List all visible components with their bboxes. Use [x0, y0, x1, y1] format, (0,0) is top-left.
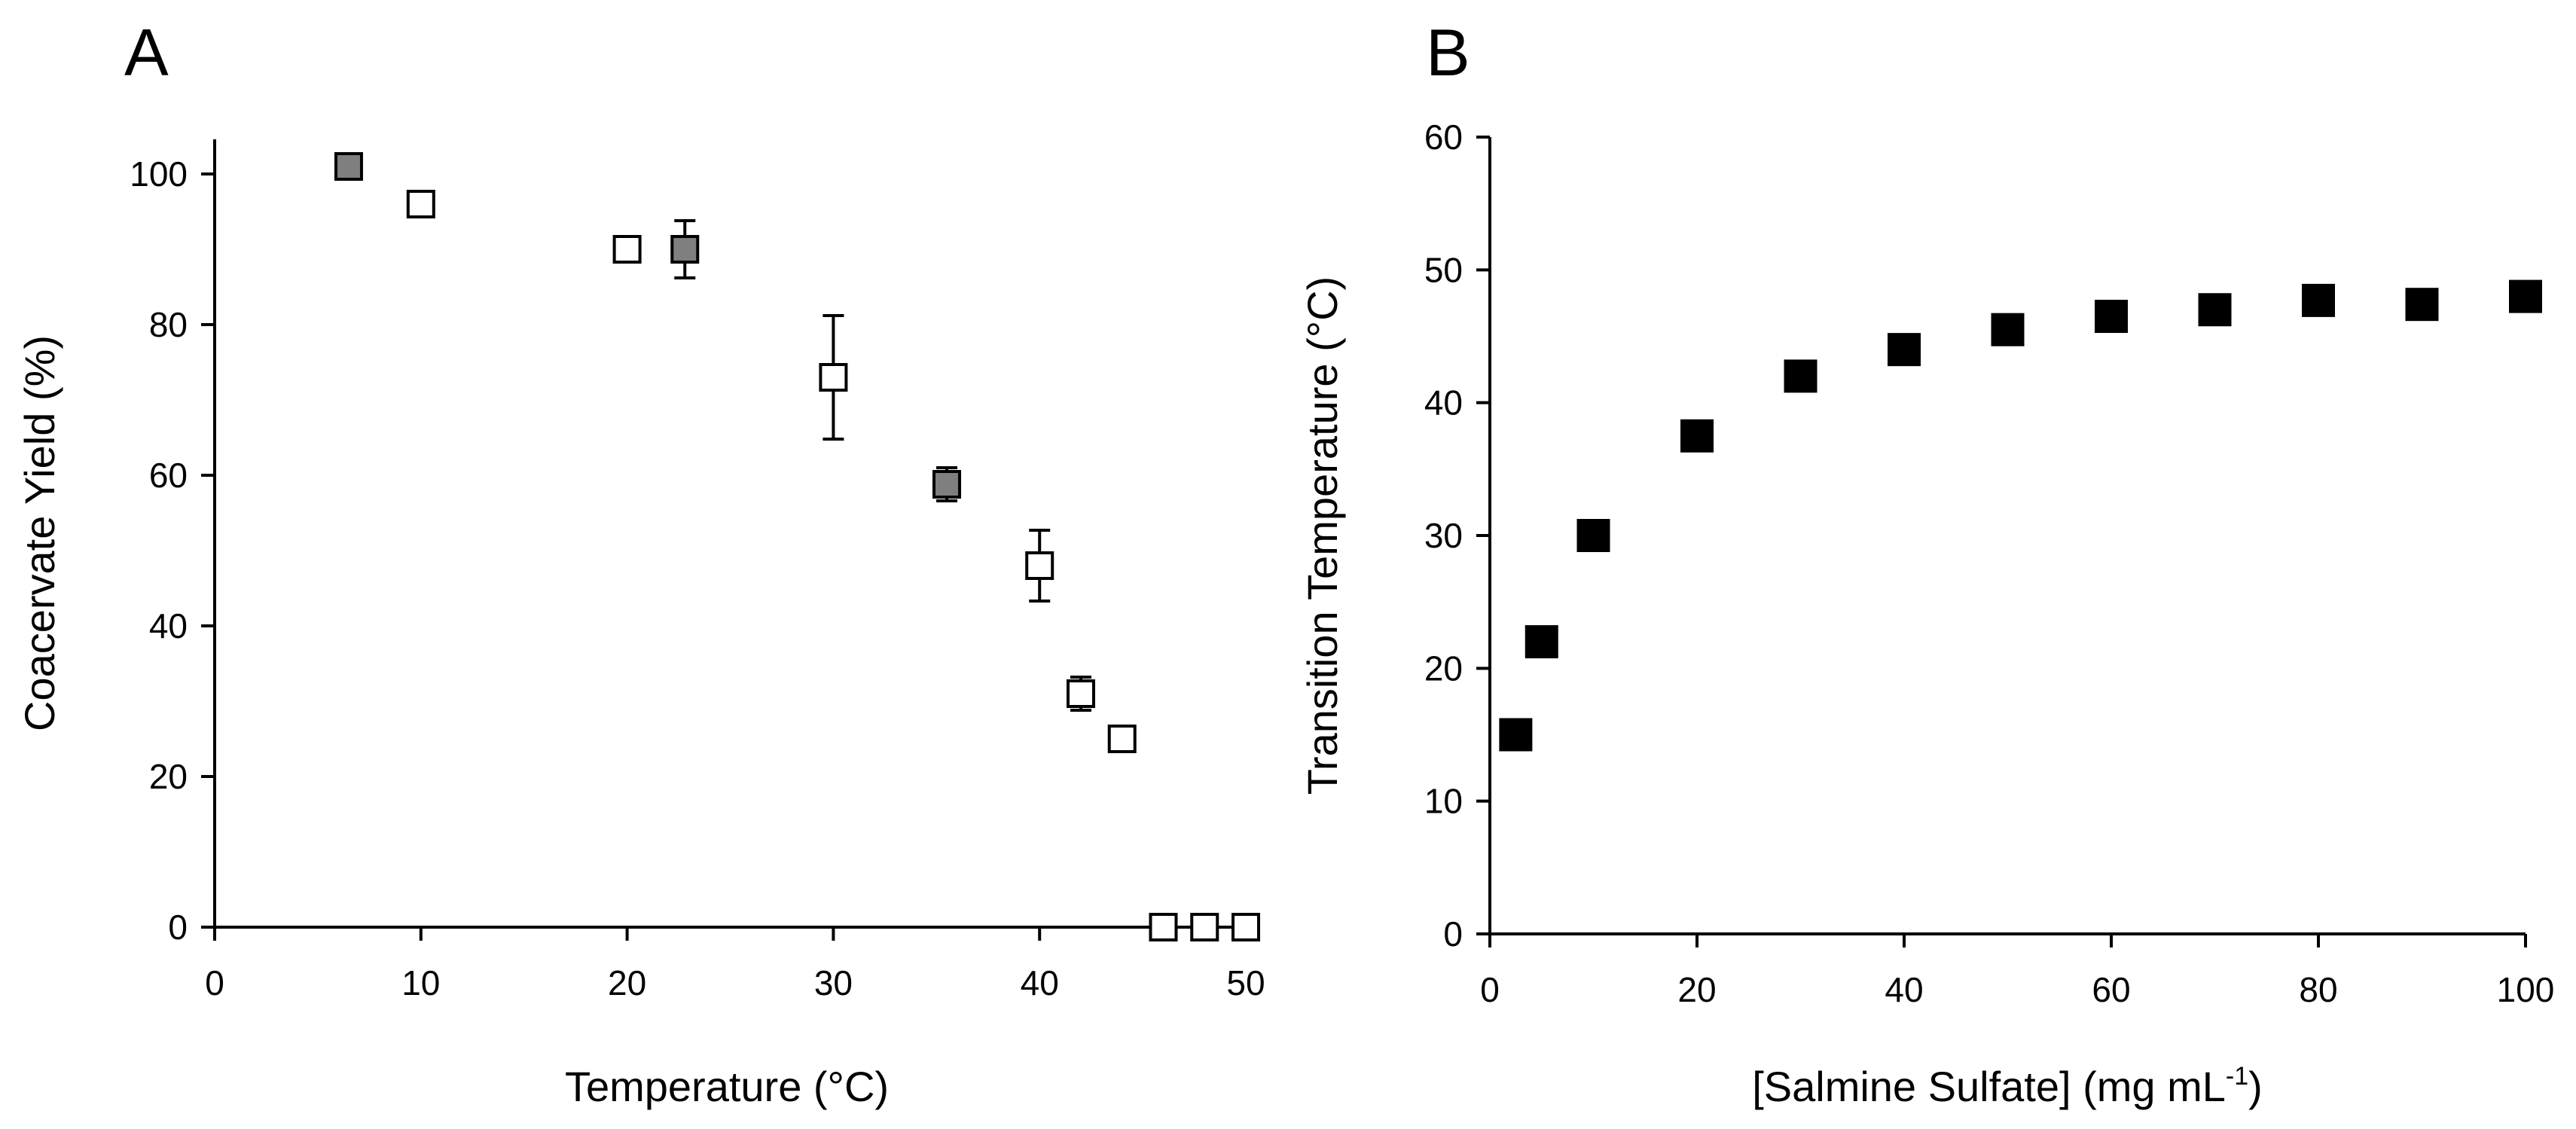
x-tick-label: 60: [2092, 970, 2130, 1009]
data-point: [1190, 913, 1219, 941]
y-tick-label: 20: [149, 757, 188, 796]
data-point: [2302, 283, 2335, 317]
x-tick-label: 30: [814, 963, 853, 1002]
panel-a-chart: A 0 20 40 60 80 100 0 10 20 30 40 50 Temperature (…: [16, 15, 1265, 1110]
y-tick-label: 10: [1424, 782, 1463, 821]
data-point: [334, 152, 363, 181]
data-point: [1025, 551, 1055, 580]
panel-a-points: [334, 152, 1260, 941]
x-tick-label: 20: [608, 963, 646, 1002]
data-point: [670, 235, 700, 264]
x-tick-label: 50: [1226, 963, 1265, 1002]
x-tick-label: 0: [205, 963, 224, 1002]
x-tick-label: 40: [1885, 970, 1923, 1009]
x-tick-label: 40: [1021, 963, 1059, 1002]
y-tick-label: 40: [1424, 383, 1463, 423]
data-point: [2198, 293, 2232, 327]
data-point: [1232, 913, 1260, 941]
x-tick-label: 80: [2299, 970, 2337, 1009]
data-point: [1991, 313, 2025, 346]
data-point: [1149, 913, 1178, 941]
panel-a-x-ticks: 0 10 20 30 40 50: [205, 927, 1265, 1002]
panel-b-chart: B 0 10 20 30 40 50 60 0 20 40 60 80 100 [Salmine Su…: [1299, 15, 2554, 1110]
data-point: [2509, 279, 2542, 313]
y-tick-label: 0: [1443, 914, 1463, 954]
data-point: [1525, 625, 1558, 659]
data-point: [612, 235, 642, 264]
data-point: [1888, 333, 1921, 367]
y-tick-label: 20: [1424, 648, 1463, 688]
y-tick-label: 40: [149, 606, 188, 645]
panel-b-points: [1499, 279, 2542, 752]
panel-b-y-axis-title: Transition Temperature (°C): [1299, 276, 1346, 795]
data-point: [1576, 519, 1610, 552]
panel-b-letter: B: [1426, 15, 1470, 90]
panel-a-letter: A: [124, 15, 169, 90]
x-tick-label: 100: [2497, 970, 2555, 1009]
data-point: [2405, 288, 2439, 322]
panel-a-y-axis-title: Coacervate Yield (%): [16, 335, 63, 731]
x-tick-label: 20: [1677, 970, 1716, 1009]
data-point: [1107, 725, 1137, 753]
data-point: [1680, 419, 1714, 453]
y-tick-label: 60: [149, 456, 188, 495]
x-tick-label: 10: [401, 963, 440, 1002]
panel-a-x-axis-title: Temperature (°C): [565, 1063, 889, 1110]
panel-b-x-ticks: 0 20 40 60 80 100: [1480, 934, 2554, 1009]
panel-a-y-ticks: 0 20 40 60 80 100: [130, 154, 215, 947]
data-point: [932, 470, 961, 499]
panel-b-x-axis-title: [Salmine Sulfate] (mg mL-1): [1752, 1062, 2263, 1110]
data-point: [2095, 300, 2128, 334]
y-tick-label: 50: [1424, 250, 1463, 289]
data-point: [1784, 359, 1818, 393]
data-point: [1066, 679, 1095, 708]
panel-b-y-ticks: 0 10 20 30 40 50 60: [1424, 117, 1490, 954]
y-tick-label: 100: [130, 154, 188, 194]
y-tick-label: 0: [168, 908, 188, 947]
y-tick-label: 30: [1424, 516, 1463, 555]
data-point: [406, 190, 435, 218]
data-point: [1499, 718, 1533, 752]
y-tick-label: 60: [1424, 117, 1463, 157]
x-tick-label: 0: [1480, 970, 1500, 1009]
y-tick-label: 80: [149, 305, 188, 344]
data-point: [819, 363, 848, 392]
